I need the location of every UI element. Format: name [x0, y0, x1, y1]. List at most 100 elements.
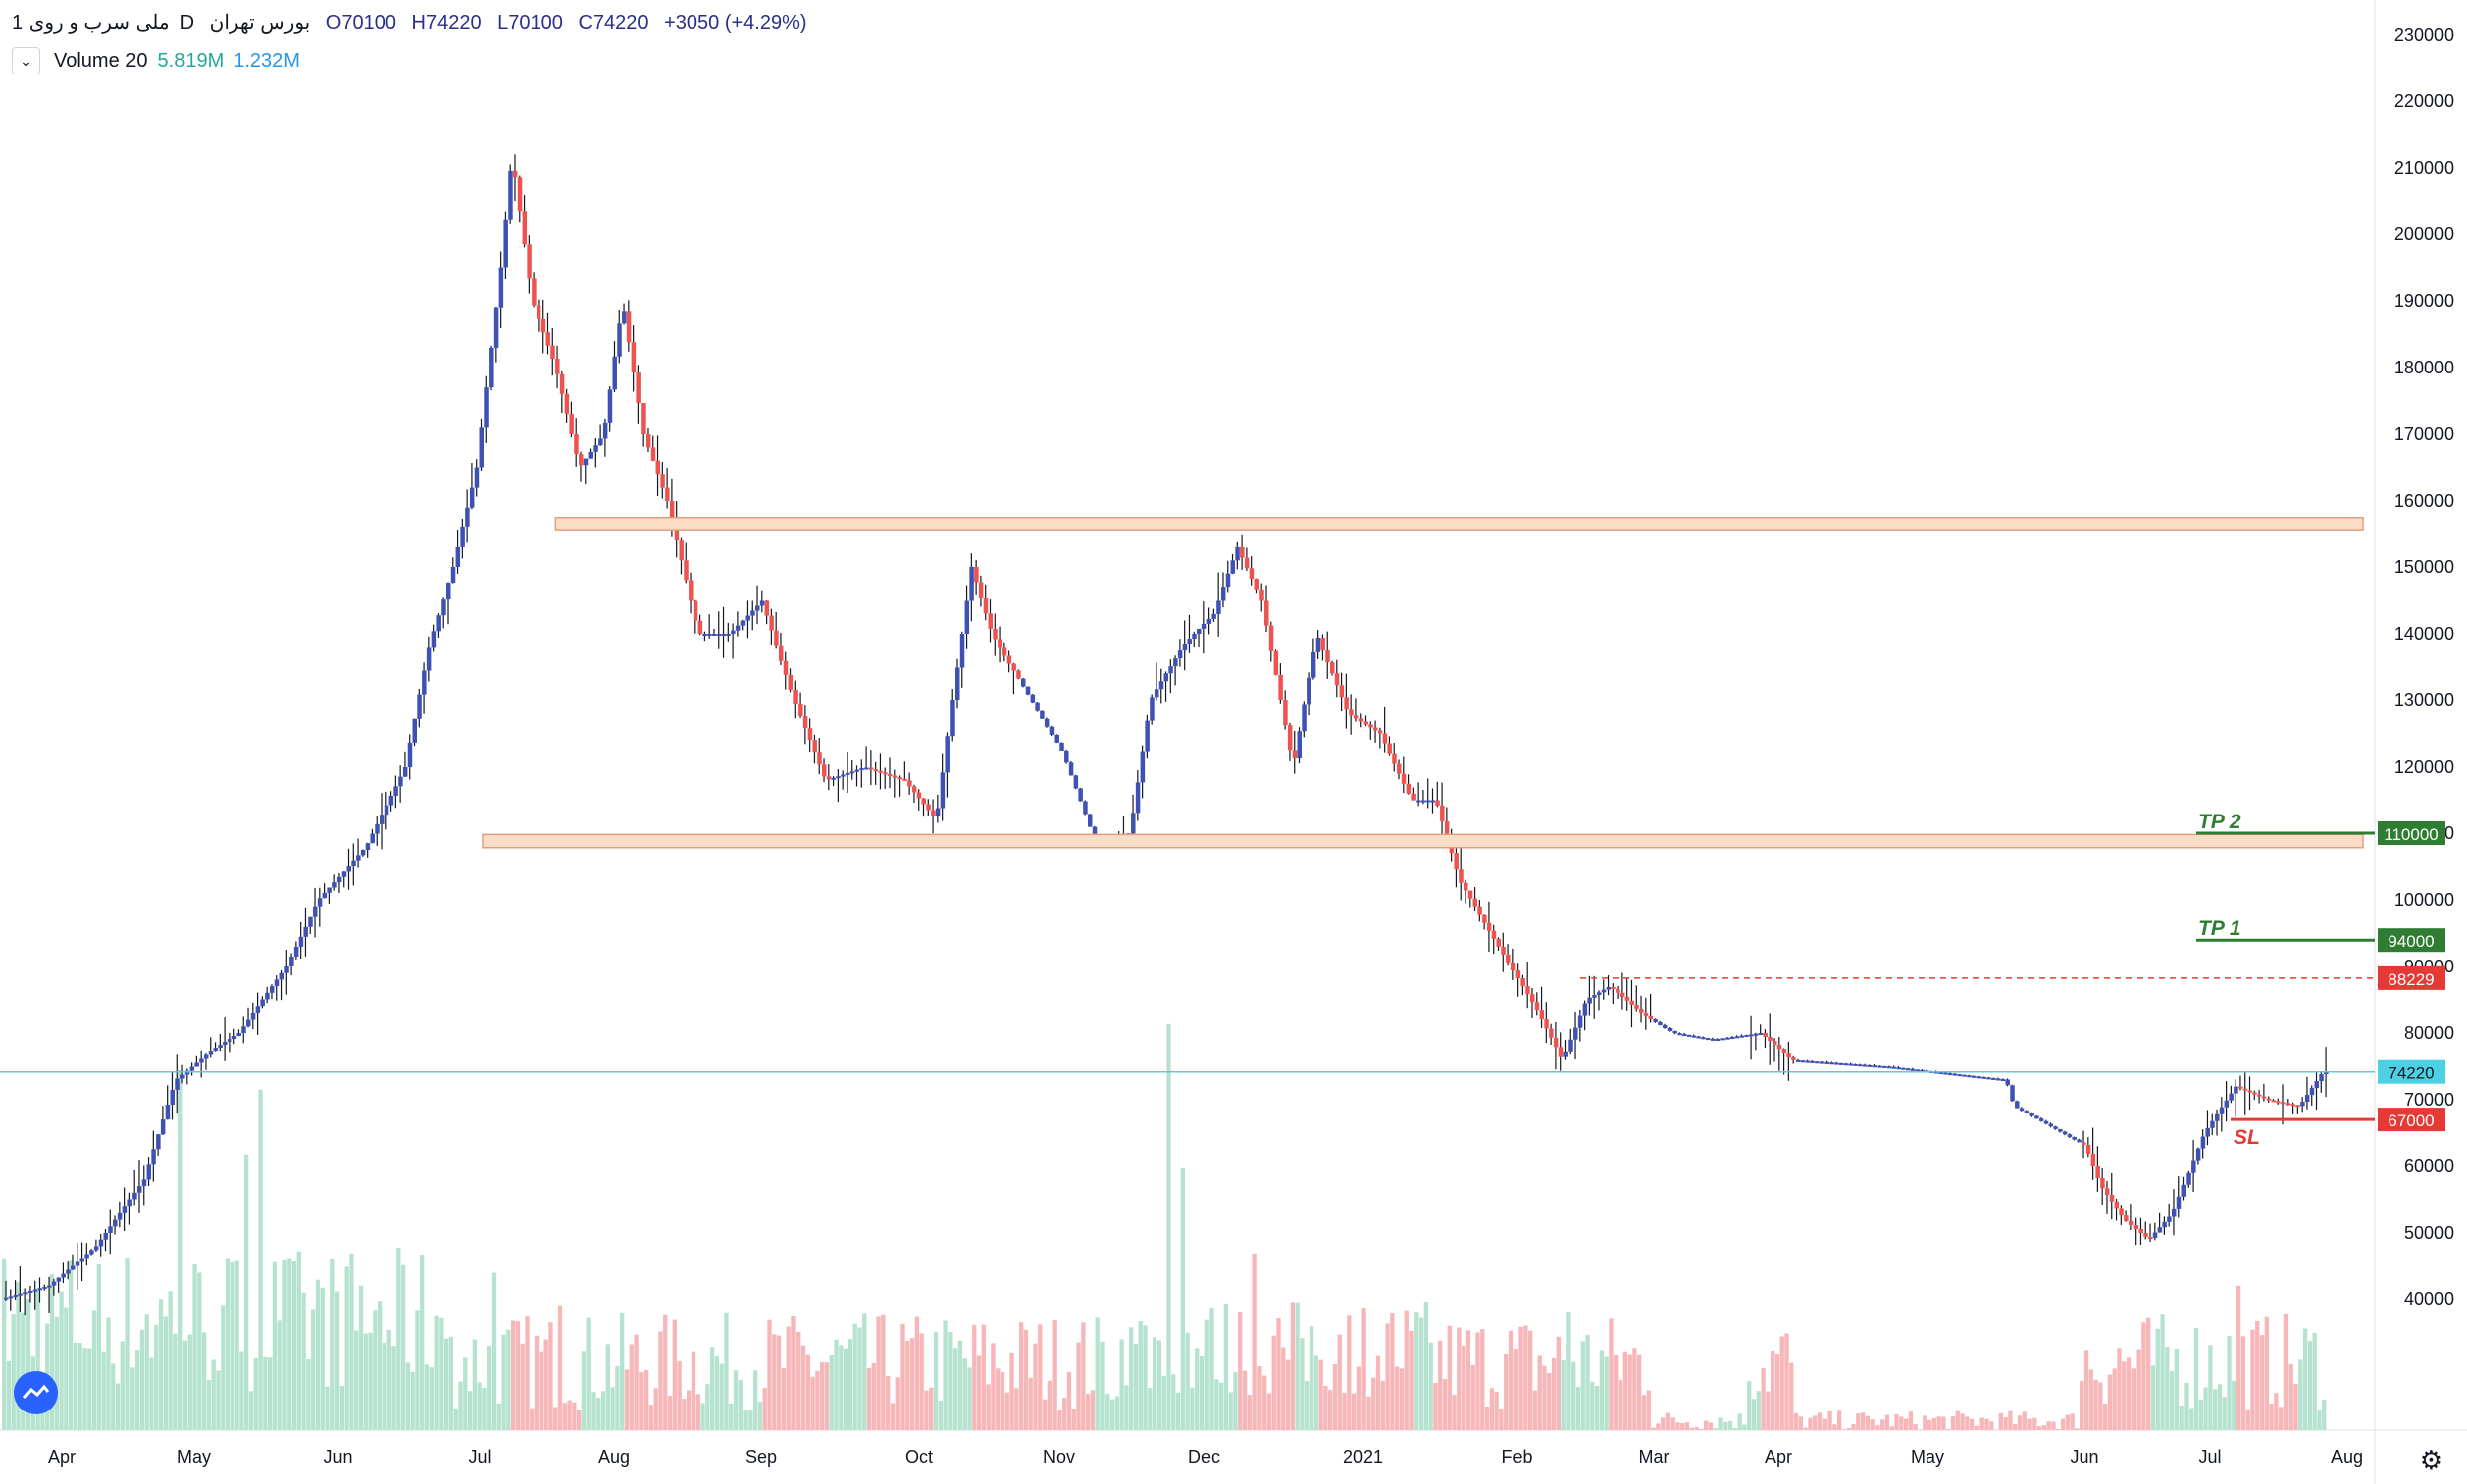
volume-bar: [149, 1357, 154, 1430]
volume-bar: [553, 1407, 558, 1430]
candle-body: [793, 689, 798, 705]
y-tick-label: 170000: [2394, 424, 2454, 444]
volume-bar: [2302, 1328, 2308, 1430]
volume-bar: [871, 1362, 876, 1430]
volume-bar: [111, 1363, 116, 1430]
volume-bar: [1305, 1381, 1310, 1430]
volume-bar: [1575, 1386, 1581, 1430]
candle-body: [1168, 666, 1173, 674]
volume-bar: [1295, 1302, 1300, 1430]
volume-bar: [643, 1369, 649, 1430]
resistance-zone[interactable]: [482, 833, 2364, 849]
volume-bar: [2217, 1384, 2223, 1430]
candle-body: [431, 631, 437, 648]
volume-bar: [1371, 1377, 1376, 1430]
volume-bar: [68, 1260, 74, 1430]
candle-body: [2019, 1108, 2025, 1112]
candle-body: [2100, 1178, 2105, 1189]
candle-body: [1781, 1049, 1787, 1054]
volume-bar: [1889, 1426, 1894, 1430]
volume-bar: [1936, 1416, 1941, 1430]
candle-body: [897, 777, 903, 780]
candle-body: [798, 704, 803, 717]
volume-bar: [757, 1402, 763, 1430]
candle-body: [317, 898, 323, 907]
candle-body: [2128, 1220, 2134, 1225]
candle-body: [612, 356, 617, 390]
volume-bar: [1789, 1362, 1794, 1430]
volume-bar: [1779, 1336, 1784, 1430]
volume-bar: [1066, 1371, 1072, 1430]
candle-body: [888, 773, 893, 776]
volume-bar: [325, 1386, 330, 1430]
volume-bar: [1837, 1410, 1842, 1430]
candle-body: [279, 972, 285, 980]
volume-bar: [1356, 1366, 1362, 1430]
candle-body: [346, 866, 352, 872]
candle-body: [2276, 1101, 2281, 1104]
volume-bar: [363, 1333, 368, 1430]
volume-bar: [2036, 1426, 2042, 1430]
volume-bar: [1071, 1409, 1076, 1430]
candle-body: [417, 694, 422, 719]
volume-bar: [1090, 1390, 1096, 1430]
candle-body: [1948, 1073, 1953, 1076]
tradingview-logo-icon[interactable]: [14, 1371, 58, 1414]
volume-bar: [1109, 1399, 1115, 1430]
volume-bar: [1984, 1418, 1989, 1430]
volume-bar: [1742, 1424, 1747, 1430]
chevron-down-icon[interactable]: ⌄: [12, 47, 40, 74]
interval-label[interactable]: 1D: [12, 12, 195, 34]
candle-body: [665, 487, 670, 501]
candle-body: [974, 567, 979, 583]
candle-body: [2167, 1216, 2172, 1222]
candle-body: [1140, 751, 1146, 783]
candle-body: [2215, 1113, 2220, 1121]
volume-bar: [1143, 1325, 1148, 1430]
volume-bar: [600, 1391, 606, 1430]
resistance-zone[interactable]: [554, 517, 2364, 531]
candle-body: [407, 742, 413, 767]
volume-bar: [1860, 1412, 1866, 1430]
volume-bar: [1675, 1422, 1680, 1430]
candle-body: [2210, 1120, 2215, 1128]
volume-bar: [2041, 1425, 2047, 1430]
volume-bar: [2259, 1335, 2265, 1430]
candle-body: [236, 1033, 241, 1037]
candle-body: [812, 740, 817, 753]
volume-bar: [2174, 1349, 2180, 1430]
volume-bar: [378, 1301, 383, 1430]
candle-body: [2176, 1196, 2182, 1209]
volume-bar: [909, 1338, 915, 1430]
candle-body: [1629, 1000, 1634, 1005]
volume-bar: [2193, 1327, 2199, 1430]
candle-body: [313, 906, 318, 917]
volume-bar: [1247, 1395, 1252, 1430]
volume-bar: [482, 1387, 487, 1430]
candle-body: [2247, 1090, 2253, 1093]
candle-body: [27, 1290, 33, 1293]
volume-bar: [1404, 1310, 1409, 1430]
volume-bar: [206, 1380, 212, 1430]
volume-bar: [738, 1380, 743, 1430]
candle-body: [160, 1119, 166, 1135]
volume-bar: [2189, 1408, 2194, 1430]
price-axis[interactable]: [2375, 0, 2467, 1484]
volume-bar: [914, 1316, 920, 1430]
candle-body: [807, 728, 813, 741]
candle-body: [108, 1226, 113, 1233]
candle-body: [2319, 1074, 2324, 1082]
gear-icon[interactable]: ⚙: [2419, 1445, 2443, 1475]
candle-body: [508, 170, 513, 220]
candle-body: [2300, 1102, 2305, 1107]
candle-body: [1658, 1021, 1663, 1025]
candle-body: [1249, 568, 1255, 580]
candle-body: [1145, 720, 1150, 752]
candle-body: [755, 605, 760, 611]
volume-bar: [1547, 1372, 1552, 1430]
candle-body: [2285, 1103, 2291, 1106]
tp2-line-badge-label: 110000: [2384, 825, 2438, 844]
candle-body: [849, 771, 855, 774]
volume-bar: [410, 1371, 415, 1430]
